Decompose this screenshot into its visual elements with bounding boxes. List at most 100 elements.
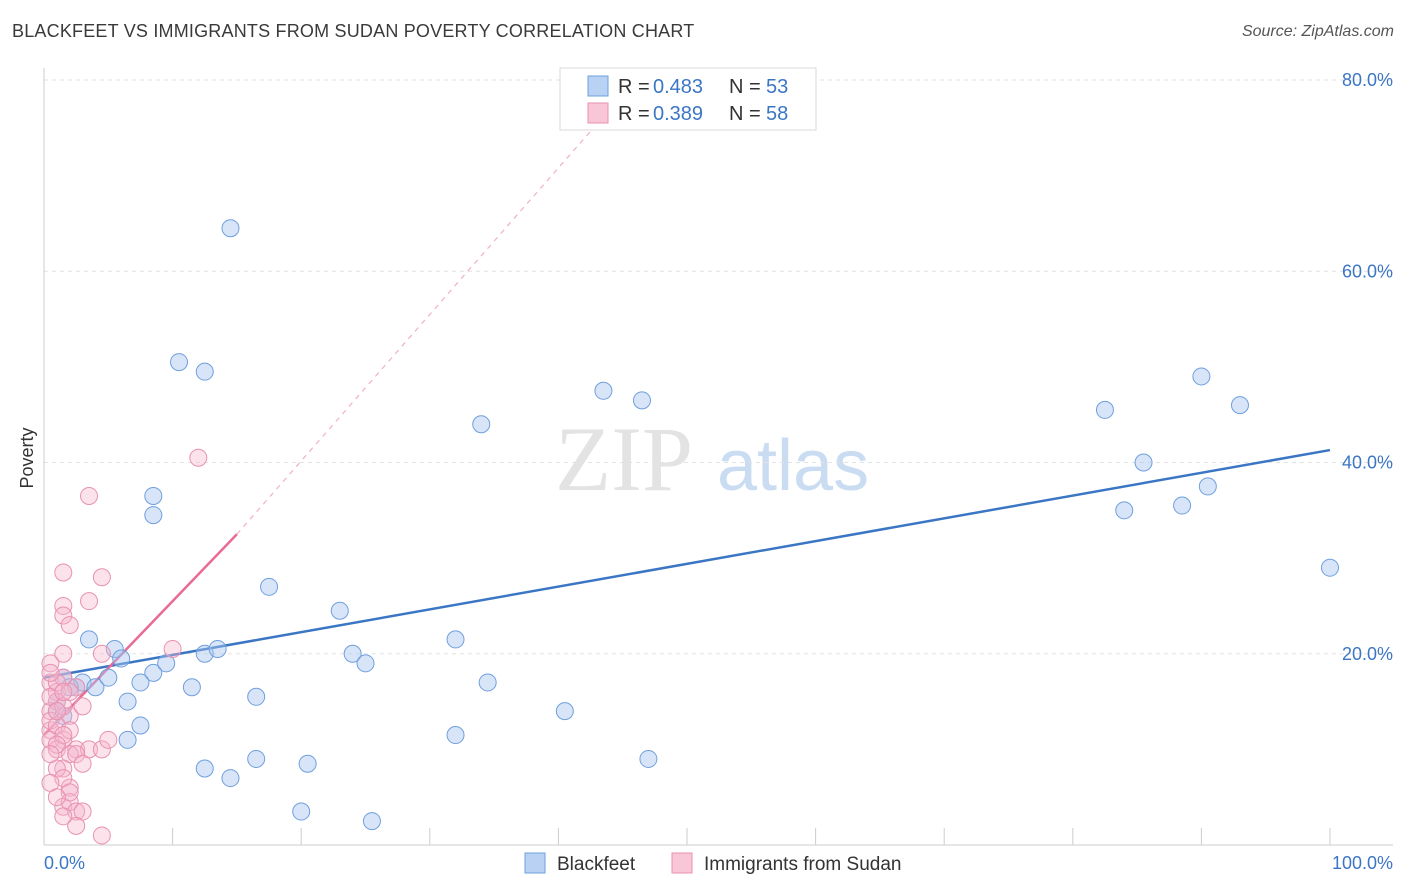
series-legend: Blackfeet Immigrants from Sudan [524, 852, 901, 875]
point-blackfeet-17 [131, 716, 150, 735]
point-blackfeet-44 [1192, 367, 1211, 386]
point-sudan-29 [54, 759, 73, 778]
watermark-atlas: atlas [717, 426, 869, 506]
point-blackfeet-7 [112, 649, 131, 668]
point-sudan-44 [41, 663, 60, 682]
legend-blue-n-label: N = [729, 76, 761, 98]
correlation-legend: R = 0.483 N = 53 R = 0.389 N = 58 [559, 67, 817, 131]
point-blackfeet-28 [330, 601, 349, 620]
y-tick-label-60: 60.0% [1342, 261, 1393, 281]
point-sudan-10 [163, 639, 182, 658]
point-blackfeet-46 [1230, 396, 1249, 415]
point-sudan-37 [92, 826, 111, 845]
bottom-legend-sudan: Immigrants from Sudan [704, 854, 901, 875]
point-sudan-48 [54, 726, 73, 745]
point-sudan-50 [41, 745, 60, 764]
point-blackfeet-16 [118, 692, 137, 711]
point-blackfeet-35 [446, 726, 465, 745]
point-blackfeet-26 [298, 754, 317, 773]
point-blackfeet-12 [86, 678, 105, 697]
legend-blue-r-label: R = [618, 76, 650, 98]
point-blackfeet-42 [1115, 501, 1134, 520]
point-blackfeet-15 [182, 678, 201, 697]
point-blackfeet-4 [144, 506, 163, 525]
point-blackfeet-23 [195, 759, 214, 778]
point-sudan-0 [189, 448, 208, 467]
point-blackfeet-25 [247, 749, 266, 768]
point-blackfeet-2 [195, 362, 214, 381]
bottom-legend-pink-swatch [671, 852, 693, 874]
chart-source: Source: ZipAtlas.com [1241, 23, 1394, 40]
point-blackfeet-47 [1321, 558, 1339, 577]
legend-pink-r-value: 0.389 [653, 103, 703, 125]
point-blackfeet-8 [144, 663, 163, 682]
point-sudan-8 [54, 644, 73, 663]
point-blackfeet-31 [362, 812, 381, 831]
point-blackfeet-32 [472, 415, 491, 434]
point-sudan-7 [60, 616, 79, 635]
point-blackfeet-5 [80, 630, 99, 649]
point-sudan-52 [73, 754, 92, 773]
point-blackfeet-14 [131, 673, 150, 692]
x-tick-min: 0.0% [44, 853, 85, 873]
legend-pink-swatch [587, 102, 609, 124]
legend-blue-r-value: 0.483 [653, 76, 703, 98]
point-blackfeet-43 [1173, 496, 1192, 515]
x-tick-max: 100.0% [1332, 853, 1393, 873]
bottom-legend-blue-swatch [524, 852, 546, 874]
y-tick-label-80: 80.0% [1342, 70, 1393, 90]
point-blackfeet-0 [221, 219, 240, 238]
point-sudan-19 [73, 697, 92, 716]
point-sudan-2 [54, 563, 73, 582]
point-blackfeet-30 [356, 654, 375, 673]
point-blackfeet-21 [260, 577, 279, 596]
y-axis-label: Poverty [17, 427, 37, 488]
point-blackfeet-13 [99, 668, 118, 687]
trend-line-sudan [43, 533, 238, 736]
trend-line-blackfeet [43, 448, 1331, 679]
gridlines [44, 79, 1393, 655]
legend-blue-n-value: 53 [766, 76, 788, 98]
point-blackfeet-40 [1095, 400, 1114, 419]
point-blackfeet-38 [632, 391, 651, 410]
point-sudan-1 [80, 486, 99, 505]
data-points [41, 219, 1339, 845]
point-sudan-11 [41, 654, 60, 673]
point-sudan-46 [47, 702, 66, 721]
point-sudan-51 [67, 745, 86, 764]
point-sudan-43 [47, 673, 66, 692]
watermark-zip: ZIP [555, 408, 693, 510]
trend-line-sudan-extension [236, 79, 637, 535]
point-sudan-27 [92, 740, 111, 759]
ticks: 20.0% 40.0% 60.0% 80.0% [172, 70, 1393, 845]
point-sudan-45 [54, 683, 73, 701]
point-blackfeet-24 [221, 769, 240, 788]
point-blackfeet-33 [446, 630, 465, 649]
point-sudan-4 [80, 592, 99, 611]
point-blackfeet-41 [1134, 453, 1153, 472]
point-blackfeet-34 [478, 673, 497, 692]
point-sudan-42 [60, 683, 79, 701]
y-tick-label-40: 40.0% [1342, 453, 1393, 473]
point-blackfeet-45 [1198, 477, 1217, 496]
legend-pink-r-label: R = [618, 103, 650, 125]
legend-pink-n-value: 58 [766, 103, 788, 125]
point-blackfeet-29 [343, 644, 362, 663]
point-sudan-56 [47, 788, 66, 807]
point-blackfeet-22 [247, 687, 266, 706]
point-sudan-57 [54, 807, 73, 826]
point-blackfeet-20 [208, 639, 227, 658]
point-sudan-9 [92, 644, 111, 663]
point-blackfeet-27 [292, 802, 311, 821]
point-sudan-36 [67, 816, 86, 835]
point-sudan-6 [54, 606, 73, 625]
point-blackfeet-18 [118, 730, 137, 749]
point-sudan-31 [60, 778, 79, 797]
point-blackfeet-37 [594, 381, 613, 400]
chart-title: BLACKFEET VS IMMIGRANTS FROM SUDAN POVER… [12, 21, 695, 41]
y-tick-label-20: 20.0% [1342, 644, 1393, 664]
point-sudan-5 [54, 596, 73, 615]
point-sudan-49 [47, 735, 66, 754]
